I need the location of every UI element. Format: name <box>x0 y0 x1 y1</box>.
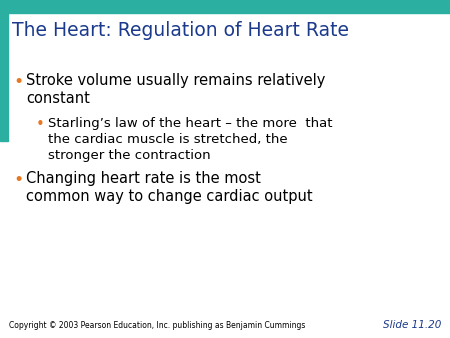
Text: Stroke volume usually remains relatively: Stroke volume usually remains relatively <box>26 73 325 88</box>
Text: The Heart: Regulation of Heart Rate: The Heart: Regulation of Heart Rate <box>12 21 349 40</box>
Bar <box>0 13 8 141</box>
Text: Copyright © 2003 Pearson Education, Inc. publishing as Benjamin Cummings: Copyright © 2003 Pearson Education, Inc.… <box>9 321 306 330</box>
Text: •: • <box>36 117 45 132</box>
Text: •: • <box>13 73 23 91</box>
Text: the cardiac muscle is stretched, the: the cardiac muscle is stretched, the <box>48 133 288 146</box>
Text: common way to change cardiac output: common way to change cardiac output <box>26 189 313 204</box>
Text: Starling’s law of the heart – the more  that: Starling’s law of the heart – the more t… <box>48 117 333 130</box>
Bar <box>0 0 450 13</box>
Text: •: • <box>13 171 23 189</box>
Text: stronger the contraction: stronger the contraction <box>48 149 211 162</box>
Text: constant: constant <box>26 91 90 106</box>
Text: Slide 11.20: Slide 11.20 <box>382 320 441 330</box>
Text: Changing heart rate is the most: Changing heart rate is the most <box>26 171 261 186</box>
